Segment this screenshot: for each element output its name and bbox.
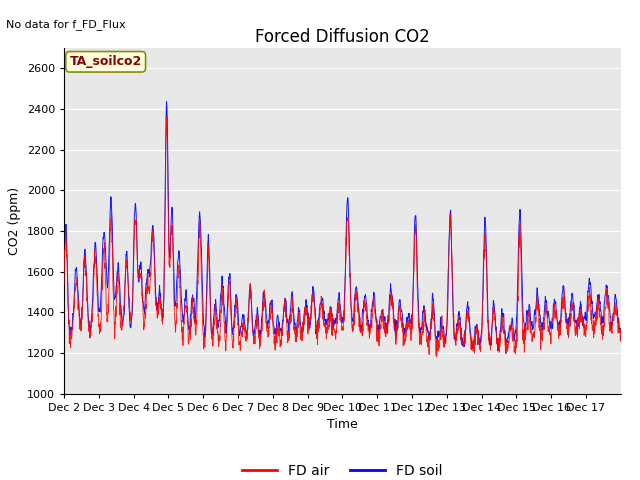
Y-axis label: CO2 (ppm): CO2 (ppm) bbox=[8, 187, 21, 255]
Legend: FD air, FD soil: FD air, FD soil bbox=[237, 458, 448, 480]
Text: No data for f_FD_Flux: No data for f_FD_Flux bbox=[6, 19, 126, 30]
X-axis label: Time: Time bbox=[327, 418, 358, 431]
Text: TA_soilco2: TA_soilco2 bbox=[70, 55, 142, 68]
Title: Forced Diffusion CO2: Forced Diffusion CO2 bbox=[255, 28, 430, 47]
